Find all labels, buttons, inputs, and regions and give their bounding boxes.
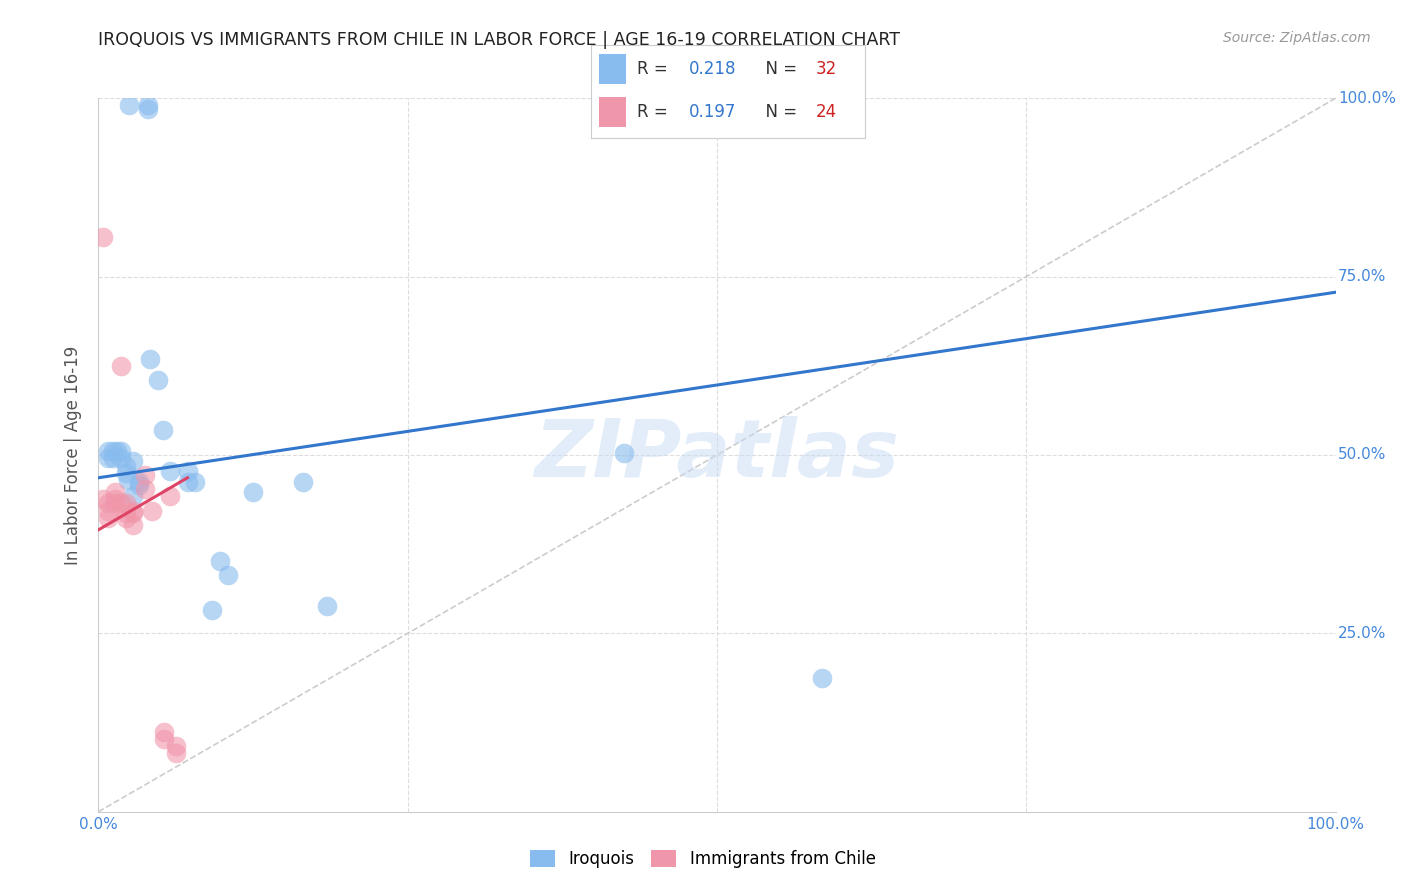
Point [316,599,339,614]
Point [159,489,181,503]
Text: 32: 32 [815,60,837,78]
Text: N =: N = [755,103,803,121]
Point [136,102,159,116]
Point [114,466,136,480]
Text: 0.197: 0.197 [689,103,737,121]
Point [217,567,239,582]
Y-axis label: In Labor Force | Age 16-19: In Labor Force | Age 16-19 [65,345,83,565]
Point [128,475,150,489]
Point [208,553,231,567]
Point [291,475,314,489]
Point [103,492,125,507]
Point [141,503,163,517]
Text: 75.0%: 75.0% [1339,269,1386,284]
Point [152,423,174,437]
Point [122,453,145,467]
Point [110,496,132,510]
Point [165,746,187,760]
FancyBboxPatch shape [599,54,626,84]
Point [105,444,128,458]
Point [128,478,150,492]
FancyBboxPatch shape [599,97,626,127]
Text: 50.0%: 50.0% [1339,448,1386,462]
Point [110,451,132,466]
Text: 24: 24 [815,103,837,121]
Point [165,739,187,753]
Point [103,444,125,458]
Text: IROQUOIS VS IMMIGRANTS FROM CHILE IN LABOR FORCE | AGE 16-19 CORRELATION CHART: IROQUOIS VS IMMIGRANTS FROM CHILE IN LAB… [98,31,900,49]
Point [184,475,207,489]
Text: N =: N = [755,60,803,78]
Point [117,473,139,487]
Point [134,467,156,482]
Point [97,510,120,524]
Point [153,724,176,739]
Text: 25.0%: 25.0% [1339,626,1386,640]
Point [118,98,141,112]
Legend: Iroquois, Immigrants from Chile: Iroquois, Immigrants from Chile [523,843,883,875]
Point [201,603,224,617]
Point [122,507,145,521]
Point [114,458,136,473]
Point [114,496,136,510]
Text: 100.0%: 100.0% [1339,91,1396,105]
Point [139,351,162,366]
Point [136,98,159,112]
Point [97,444,120,458]
Text: 0.218: 0.218 [689,60,737,78]
Point [122,503,145,517]
Point [103,496,125,510]
Point [122,517,145,532]
Point [242,485,264,500]
Point [146,373,169,387]
Point [613,446,636,460]
Point [176,475,198,489]
Point [114,507,136,521]
Point [110,359,132,373]
Point [159,464,181,478]
Point [103,451,125,466]
Point [110,444,132,458]
Point [97,451,120,466]
Text: R =: R = [637,60,673,78]
Text: ZIPatlas: ZIPatlas [534,416,900,494]
Point [811,671,834,685]
Point [93,492,115,507]
Point [153,731,176,746]
Point [176,464,198,478]
Point [103,485,125,500]
Point [97,503,120,517]
Text: R =: R = [637,103,673,121]
Point [93,230,115,244]
Point [114,510,136,524]
Point [97,496,120,510]
Point [134,482,156,496]
Point [122,489,145,503]
Text: Source: ZipAtlas.com: Source: ZipAtlas.com [1223,31,1371,45]
